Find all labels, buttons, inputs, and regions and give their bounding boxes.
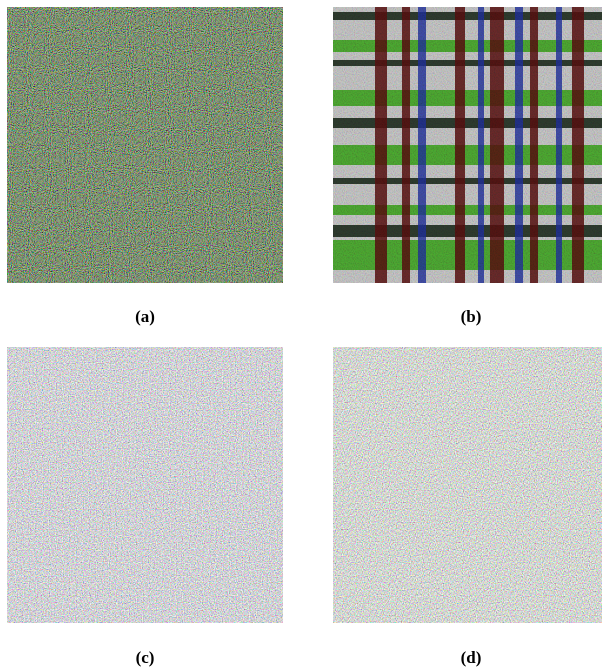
- caption: (d): [461, 648, 482, 667]
- figure: (a): [0, 0, 602, 669]
- caption: (b): [461, 307, 482, 326]
- page: (a): [0, 0, 602, 669]
- plaid-image: [333, 7, 602, 283]
- noise-image: [7, 7, 283, 283]
- caption: (c): [136, 648, 155, 667]
- noise-image: [7, 347, 283, 623]
- caption: (a): [135, 307, 155, 326]
- noise-image: [333, 347, 602, 623]
